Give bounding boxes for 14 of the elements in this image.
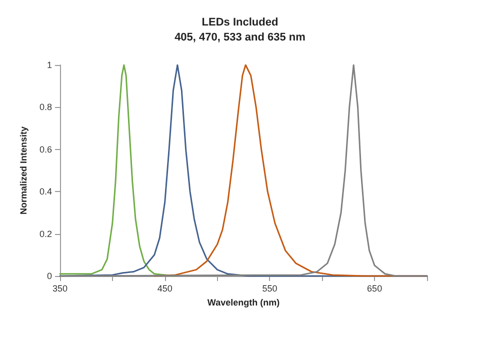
y-tick-label: 0.8	[39, 102, 52, 112]
y-tick-label: 0.2	[39, 228, 52, 239]
x-axis-title: Wavelength (nm)	[207, 298, 280, 308]
x-tick-label: 450	[157, 284, 172, 294]
chart-subtitle: 405, 470, 533 and 635 nm	[174, 32, 306, 44]
y-tick-label: 0.6	[39, 144, 52, 154]
y-tick-label: 0.4	[39, 186, 52, 197]
x-tick-label: 350	[52, 284, 68, 294]
y-tick-label: 1	[46, 60, 52, 70]
y-axis-title: Normalized Intensity	[18, 126, 28, 215]
x-tick-label: 650	[367, 284, 382, 294]
y-tick-label: 0	[46, 271, 52, 281]
x-tick-label: 550	[262, 284, 278, 294]
chart-title: LEDs Included	[202, 16, 278, 28]
